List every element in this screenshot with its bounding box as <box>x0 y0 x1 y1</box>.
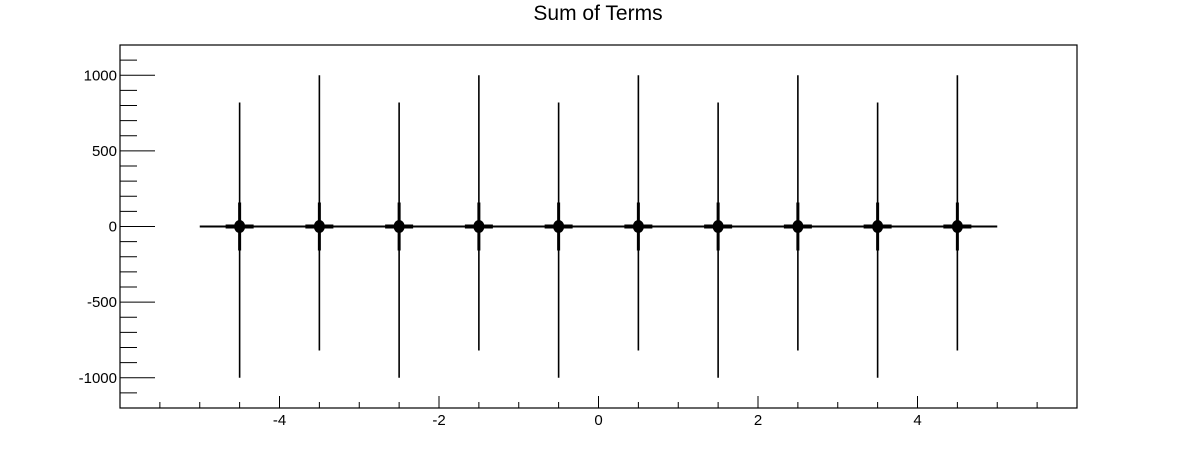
y-tick-label: 0 <box>109 219 117 236</box>
x-tick-label: -2 <box>432 412 445 429</box>
x-tick-label: -4 <box>273 412 286 429</box>
y-tick-label: -1000 <box>79 370 117 387</box>
spike-blob <box>792 220 804 233</box>
y-tick-label: -500 <box>87 294 117 311</box>
x-axis: -4 -2 0 2 4 <box>119 396 1078 429</box>
spike-blob <box>712 220 724 233</box>
spike-blob <box>234 220 246 233</box>
x-tick-label: 4 <box>913 412 921 429</box>
x-tick-label: 0 <box>594 412 602 429</box>
chart-title: Sum of Terms <box>533 2 662 25</box>
spike-blob <box>872 220 884 233</box>
spike-blob <box>553 220 565 233</box>
series-layer <box>199 75 998 378</box>
y-tick-label: 1000 <box>84 67 117 84</box>
spike-blob <box>632 220 644 233</box>
y-axis: 1000 500 0 -500 -1000 <box>79 44 155 409</box>
spike-blob <box>313 220 325 233</box>
spike-blob <box>393 220 405 233</box>
spike-blob <box>951 220 963 233</box>
x-tick-label: 2 <box>754 412 762 429</box>
y-tick-label: 500 <box>92 143 117 160</box>
spike-blob <box>473 220 485 233</box>
